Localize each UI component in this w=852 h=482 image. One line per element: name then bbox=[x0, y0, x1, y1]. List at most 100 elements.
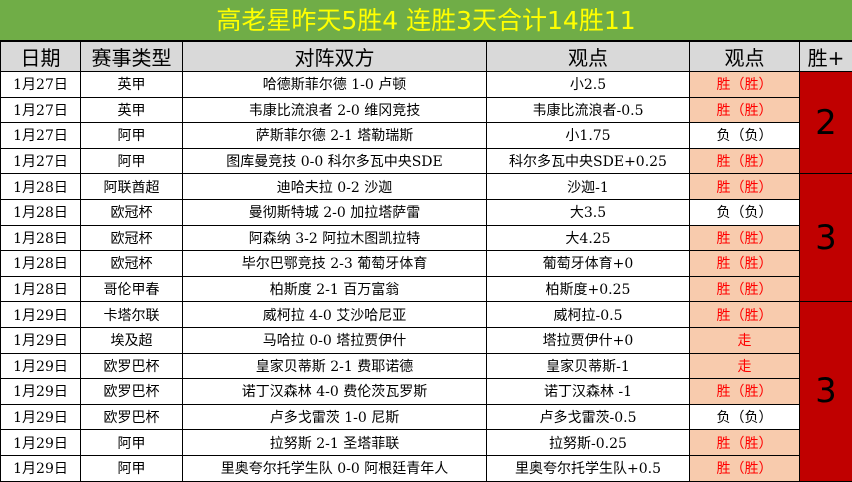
date-cell[interactable]: 1月27日 bbox=[1, 72, 81, 98]
date-cell[interactable]: 1月29日 bbox=[1, 430, 81, 456]
daily-wins-cell[interactable]: 2 bbox=[800, 72, 852, 174]
date-cell[interactable]: 1月28日 bbox=[1, 276, 81, 302]
league-cell[interactable]: 阿甲 bbox=[81, 455, 183, 481]
date-cell[interactable]: 1月28日 bbox=[1, 174, 81, 200]
date-cell[interactable]: 1月27日 bbox=[1, 148, 81, 174]
pick-cell[interactable]: 拉努斯-0.25 bbox=[487, 430, 690, 456]
date-cell[interactable]: 1月28日 bbox=[1, 225, 81, 251]
league-cell[interactable]: 埃及超 bbox=[81, 327, 183, 353]
league-cell[interactable]: 欧冠杯 bbox=[81, 199, 183, 225]
pick-cell[interactable]: 科尔多瓦中央SDE+0.25 bbox=[487, 148, 690, 174]
header-pick[interactable]: 观点 bbox=[487, 42, 690, 72]
pick-cell[interactable]: 威柯拉-0.5 bbox=[487, 302, 690, 328]
result-cell[interactable]: 负（负） bbox=[690, 123, 800, 149]
result-cell[interactable]: 胜（胜） bbox=[690, 379, 800, 405]
pick-cell[interactable]: 小2.5 bbox=[487, 72, 690, 98]
picks-table: 日期 赛事类型 对阵双方 观点 观点 胜+ 1月27日英甲哈德斯菲尔德 1-0 … bbox=[0, 41, 852, 482]
date-cell[interactable]: 1月29日 bbox=[1, 302, 81, 328]
date-cell[interactable]: 1月29日 bbox=[1, 379, 81, 405]
match-cell[interactable]: 诺丁汉森林 4-0 费伦茨瓦罗斯 bbox=[183, 379, 487, 405]
result-cell[interactable]: 走 bbox=[690, 353, 800, 379]
match-cell[interactable]: 拉努斯 2-1 圣塔菲联 bbox=[183, 430, 487, 456]
league-cell[interactable]: 阿联酋超 bbox=[81, 174, 183, 200]
league-cell[interactable]: 阿甲 bbox=[81, 430, 183, 456]
league-cell[interactable]: 欧罗巴杯 bbox=[81, 404, 183, 430]
league-cell[interactable]: 欧罗巴杯 bbox=[81, 353, 183, 379]
pick-cell[interactable]: 柏斯度+0.25 bbox=[487, 276, 690, 302]
date-cell[interactable]: 1月29日 bbox=[1, 404, 81, 430]
pick-cell[interactable]: 塔拉贾伊什+0 bbox=[487, 327, 690, 353]
league-cell[interactable]: 英甲 bbox=[81, 97, 183, 123]
league-cell[interactable]: 阿甲 bbox=[81, 148, 183, 174]
match-cell[interactable]: 皇家贝蒂斯 2-1 费耶诺德 bbox=[183, 353, 487, 379]
match-cell[interactable]: 图库曼竞技 0-0 科尔多瓦中央SDE bbox=[183, 148, 487, 174]
result-cell[interactable]: 胜（胜） bbox=[690, 276, 800, 302]
league-cell[interactable]: 欧冠杯 bbox=[81, 225, 183, 251]
league-cell[interactable]: 哥伦甲春 bbox=[81, 276, 183, 302]
match-cell[interactable]: 哈德斯菲尔德 1-0 卢顿 bbox=[183, 72, 487, 98]
result-cell[interactable]: 胜（胜） bbox=[690, 430, 800, 456]
result-cell[interactable]: 负（负） bbox=[690, 199, 800, 225]
header-wins[interactable]: 胜+ bbox=[800, 42, 852, 72]
match-cell[interactable]: 马哈拉 0-0 塔拉贾伊什 bbox=[183, 327, 487, 353]
date-cell[interactable]: 1月27日 bbox=[1, 97, 81, 123]
match-cell[interactable]: 曼彻斯特城 2-0 加拉塔萨雷 bbox=[183, 199, 487, 225]
pick-cell[interactable]: 沙迦-1 bbox=[487, 174, 690, 200]
result-cell[interactable]: 胜（胜） bbox=[690, 225, 800, 251]
pick-cell[interactable]: 皇家贝蒂斯-1 bbox=[487, 353, 690, 379]
league-cell[interactable]: 阿甲 bbox=[81, 123, 183, 149]
match-cell[interactable]: 毕尔巴鄂竞技 2-3 葡萄牙体育 bbox=[183, 251, 487, 277]
date-cell[interactable]: 1月29日 bbox=[1, 353, 81, 379]
pick-cell[interactable]: 里奥夸尔托学生队+0.5 bbox=[487, 455, 690, 481]
result-cell[interactable]: 胜（胜） bbox=[690, 148, 800, 174]
match-cell[interactable]: 阿森纳 3-2 阿拉木图凯拉特 bbox=[183, 225, 487, 251]
match-cell[interactable]: 柏斯度 2-1 百万富翁 bbox=[183, 276, 487, 302]
match-cell[interactable]: 萨斯菲尔德 2-1 塔勒瑞斯 bbox=[183, 123, 487, 149]
pick-cell[interactable]: 葡萄牙体育+0 bbox=[487, 251, 690, 277]
league-cell[interactable]: 英甲 bbox=[81, 72, 183, 98]
pick-cell[interactable]: 大3.5 bbox=[487, 199, 690, 225]
pick-cell[interactable]: 诺丁汉森林 -1 bbox=[487, 379, 690, 405]
league-cell[interactable]: 卡塔尔联 bbox=[81, 302, 183, 328]
match-cell[interactable]: 里奥夸尔托学生队 0-0 阿根廷青年人 bbox=[183, 455, 487, 481]
result-cell[interactable]: 负（负） bbox=[690, 404, 800, 430]
sheet-title: 高老星昨天5胜4 连胜3天合计14胜11 bbox=[0, 0, 852, 41]
date-cell[interactable]: 1月28日 bbox=[1, 199, 81, 225]
header-league[interactable]: 赛事类型 bbox=[81, 42, 183, 72]
result-cell[interactable]: 胜（胜） bbox=[690, 302, 800, 328]
match-cell[interactable]: 韦康比流浪者 2-0 维冈竞技 bbox=[183, 97, 487, 123]
date-cell[interactable]: 1月27日 bbox=[1, 123, 81, 149]
pick-cell[interactable]: 卢多戈雷茨-0.5 bbox=[487, 404, 690, 430]
result-cell[interactable]: 胜（胜） bbox=[690, 72, 800, 98]
date-cell[interactable]: 1月29日 bbox=[1, 455, 81, 481]
pick-cell[interactable]: 韦康比流浪者-0.5 bbox=[487, 97, 690, 123]
match-cell[interactable]: 卢多戈雷茨 1-0 尼斯 bbox=[183, 404, 487, 430]
header-result[interactable]: 观点 bbox=[690, 42, 800, 72]
result-cell[interactable]: 走 bbox=[690, 327, 800, 353]
header-match[interactable]: 对阵双方 bbox=[183, 42, 487, 72]
match-cell[interactable]: 迪哈夫拉 0-2 沙迦 bbox=[183, 174, 487, 200]
match-cell[interactable]: 威柯拉 4-0 艾沙哈尼亚 bbox=[183, 302, 487, 328]
pick-cell[interactable]: 小1.75 bbox=[487, 123, 690, 149]
result-cell[interactable]: 胜（胜） bbox=[690, 174, 800, 200]
date-cell[interactable]: 1月28日 bbox=[1, 251, 81, 277]
header-date[interactable]: 日期 bbox=[1, 42, 81, 72]
league-cell[interactable]: 欧罗巴杯 bbox=[81, 379, 183, 405]
date-cell[interactable]: 1月29日 bbox=[1, 327, 81, 353]
league-cell[interactable]: 欧冠杯 bbox=[81, 251, 183, 277]
daily-wins-cell[interactable]: 3 bbox=[800, 302, 852, 481]
result-cell[interactable]: 胜（胜） bbox=[690, 251, 800, 277]
daily-wins-cell[interactable]: 3 bbox=[800, 174, 852, 302]
result-cell[interactable]: 胜（胜） bbox=[690, 455, 800, 481]
pick-cell[interactable]: 大4.25 bbox=[487, 225, 690, 251]
result-cell[interactable]: 胜（胜） bbox=[690, 97, 800, 123]
